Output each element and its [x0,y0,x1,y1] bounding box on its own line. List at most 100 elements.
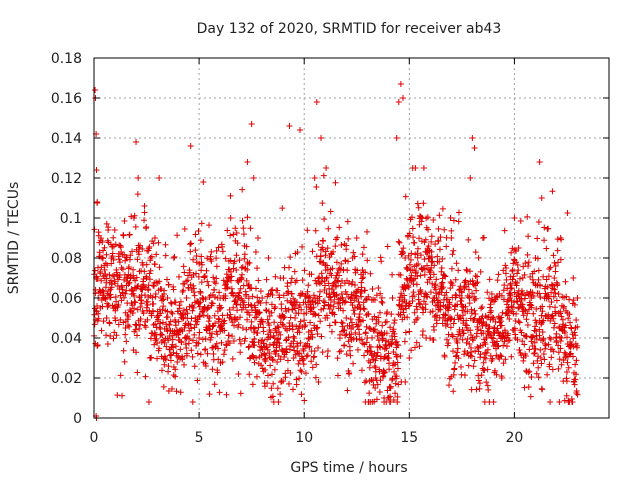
data-point [126,323,133,330]
data-point [312,311,319,318]
data-point [292,314,299,321]
data-point [553,279,560,286]
data-point [452,291,459,298]
data-point [308,358,315,365]
data-point [244,266,251,273]
data-point [484,289,491,296]
data-point [296,350,303,357]
data-point [134,332,141,339]
data-point [227,257,234,264]
data-point [365,293,372,300]
data-point [169,310,176,317]
data-point [195,340,202,347]
data-point [541,356,548,363]
data-point [470,363,477,370]
data-point [320,305,327,312]
data-point [531,268,538,275]
data-point [318,270,325,277]
data-point [242,304,249,311]
data-point [379,322,386,329]
data-point [170,349,177,356]
data-point [573,388,580,395]
data-point [229,289,236,296]
data-point [289,306,296,313]
data-point [464,350,471,357]
data-point [469,290,476,297]
data-point [251,359,258,366]
data-point [435,225,442,232]
data-point [117,372,124,379]
data-point [190,304,197,311]
data-point [364,228,371,235]
data-point [298,391,305,398]
data-point [314,300,321,307]
data-point [540,273,547,280]
data-point [360,244,367,251]
data-point [168,300,175,307]
data-point [324,347,331,354]
data-point [482,341,489,348]
data-point [453,336,460,343]
data-point [122,257,129,264]
data-point [379,299,386,306]
data-point [135,251,142,258]
data-point [554,247,561,254]
data-point [200,179,207,185]
data-point [495,343,502,350]
data-point [476,385,483,392]
data-point [447,214,454,221]
data-point [397,81,404,87]
data-point [141,292,148,299]
data-point [525,383,532,390]
data-point [115,301,122,308]
data-point [394,399,401,405]
data-point [350,249,357,256]
data-point [173,352,180,359]
data-point [522,260,529,267]
data-point [272,273,279,280]
data-point [364,335,371,341]
data-point [305,282,312,289]
data-point [258,362,265,369]
data-point [225,332,232,339]
data-point [239,186,246,193]
data-point [428,264,435,271]
data-point [372,357,379,364]
data-point [123,287,130,294]
data-point [358,367,365,374]
data-point [467,352,474,359]
data-point [289,386,296,393]
data-point [490,315,497,321]
data-point [186,335,193,342]
data-point [503,276,510,283]
data-point [143,261,150,268]
data-point [427,274,434,281]
data-point [349,278,356,285]
data-point [245,281,252,288]
data-point [524,251,531,258]
data-point [453,260,460,267]
data-point [171,253,178,260]
data-point [187,321,194,328]
data-point [393,338,400,345]
data-point [211,312,218,319]
data-point [449,333,456,340]
data-point [412,267,419,274]
data-point [233,266,240,273]
data-point [169,341,176,348]
data-point [323,290,330,297]
data-point [413,281,420,288]
data-point [209,344,216,351]
data-point [98,327,105,334]
data-point [243,326,250,333]
data-point [153,251,160,258]
data-point [519,338,526,345]
data-point [139,245,146,252]
data-point [396,239,403,246]
data-point [395,381,402,388]
data-point [285,334,292,341]
data-point [547,264,554,271]
data-point [452,359,459,366]
data-point [551,286,558,293]
y-tick-label: 0.08 [51,251,82,267]
